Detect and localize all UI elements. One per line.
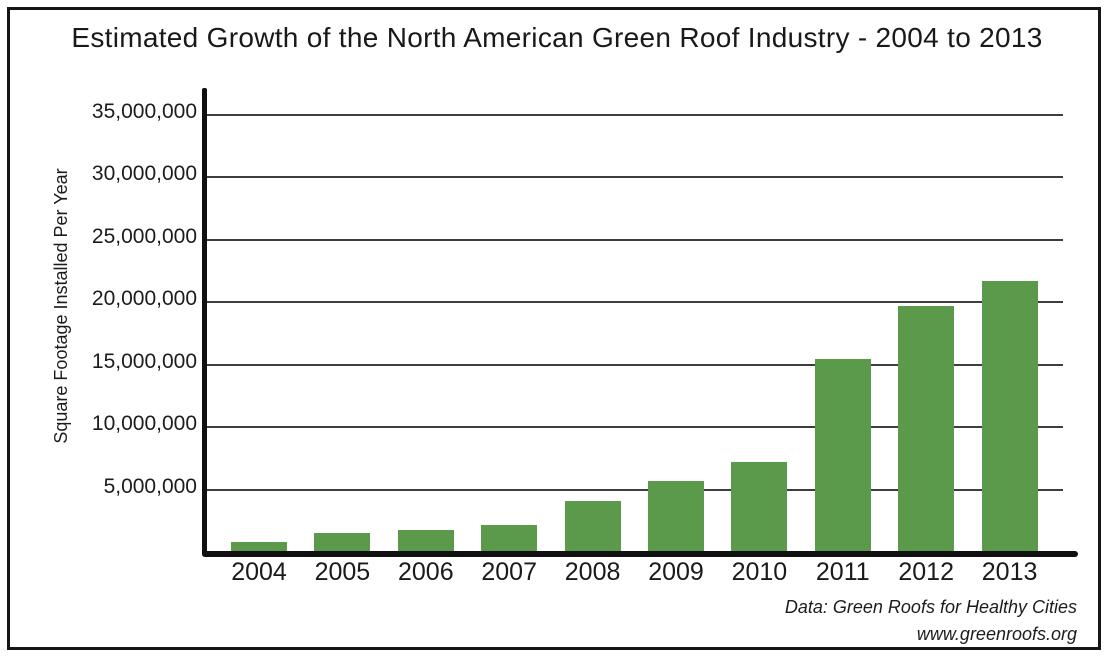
bar-2006	[397, 529, 454, 554]
chart-title: Estimated Growth of the North American G…	[71, 22, 1043, 53]
data-source-line: Data: Green Roofs for Healthy Cities	[784, 597, 1077, 617]
bar-2010	[731, 462, 788, 554]
y-tick-label-25000000: 25,000,000	[91, 224, 197, 248]
y-tick-label-5000000: 5,000,000	[103, 474, 197, 498]
x-tick-label-2012: 2012	[898, 558, 954, 586]
x-tick-label-2006: 2006	[397, 558, 454, 586]
bar-2009	[648, 480, 704, 554]
y-tick-label-15000000: 15,000,000	[91, 349, 197, 373]
y-tick-label-30000000: 30,000,000	[91, 162, 197, 186]
y-tick-label-10000000: 10,000,000	[91, 412, 197, 436]
x-tick-label-2008: 2008	[564, 558, 621, 586]
x-tick-label-2009: 2009	[648, 558, 704, 586]
bar-2007	[481, 524, 538, 554]
website-line: www.greenroofs.org	[916, 624, 1077, 644]
source-attribution: Data: Green Roofs for Healthy Cities www…	[785, 594, 1077, 648]
y-tick-label-20000000: 20,000,000	[91, 287, 197, 311]
bar-2011	[814, 358, 871, 554]
x-tick-label-2004: 2004	[231, 558, 287, 586]
x-tick-label-2011: 2011	[815, 558, 870, 586]
gridline-15000000	[205, 363, 1063, 366]
x-axis-line	[202, 551, 1078, 557]
gridline-30000000	[205, 176, 1063, 179]
y-tick-label-35000000: 35,000,000	[91, 100, 197, 123]
gridline-35000000	[205, 114, 1063, 116]
bar-2013	[981, 281, 1038, 554]
x-tick-label-2010: 2010	[731, 558, 788, 586]
gridline-20000000	[205, 301, 1063, 304]
bar-2008	[564, 500, 621, 554]
gridline-10000000	[205, 426, 1063, 429]
x-tick-label-2013: 2013	[981, 558, 1038, 586]
y-axis-line	[202, 88, 207, 556]
x-tick-label-2007: 2007	[481, 558, 537, 586]
gridline-25000000	[205, 238, 1063, 241]
x-tick-label-2005: 2005	[314, 558, 371, 586]
bar-2012	[898, 306, 955, 554]
bar-2005	[314, 533, 371, 554]
gridline-5000000	[205, 488, 1063, 491]
